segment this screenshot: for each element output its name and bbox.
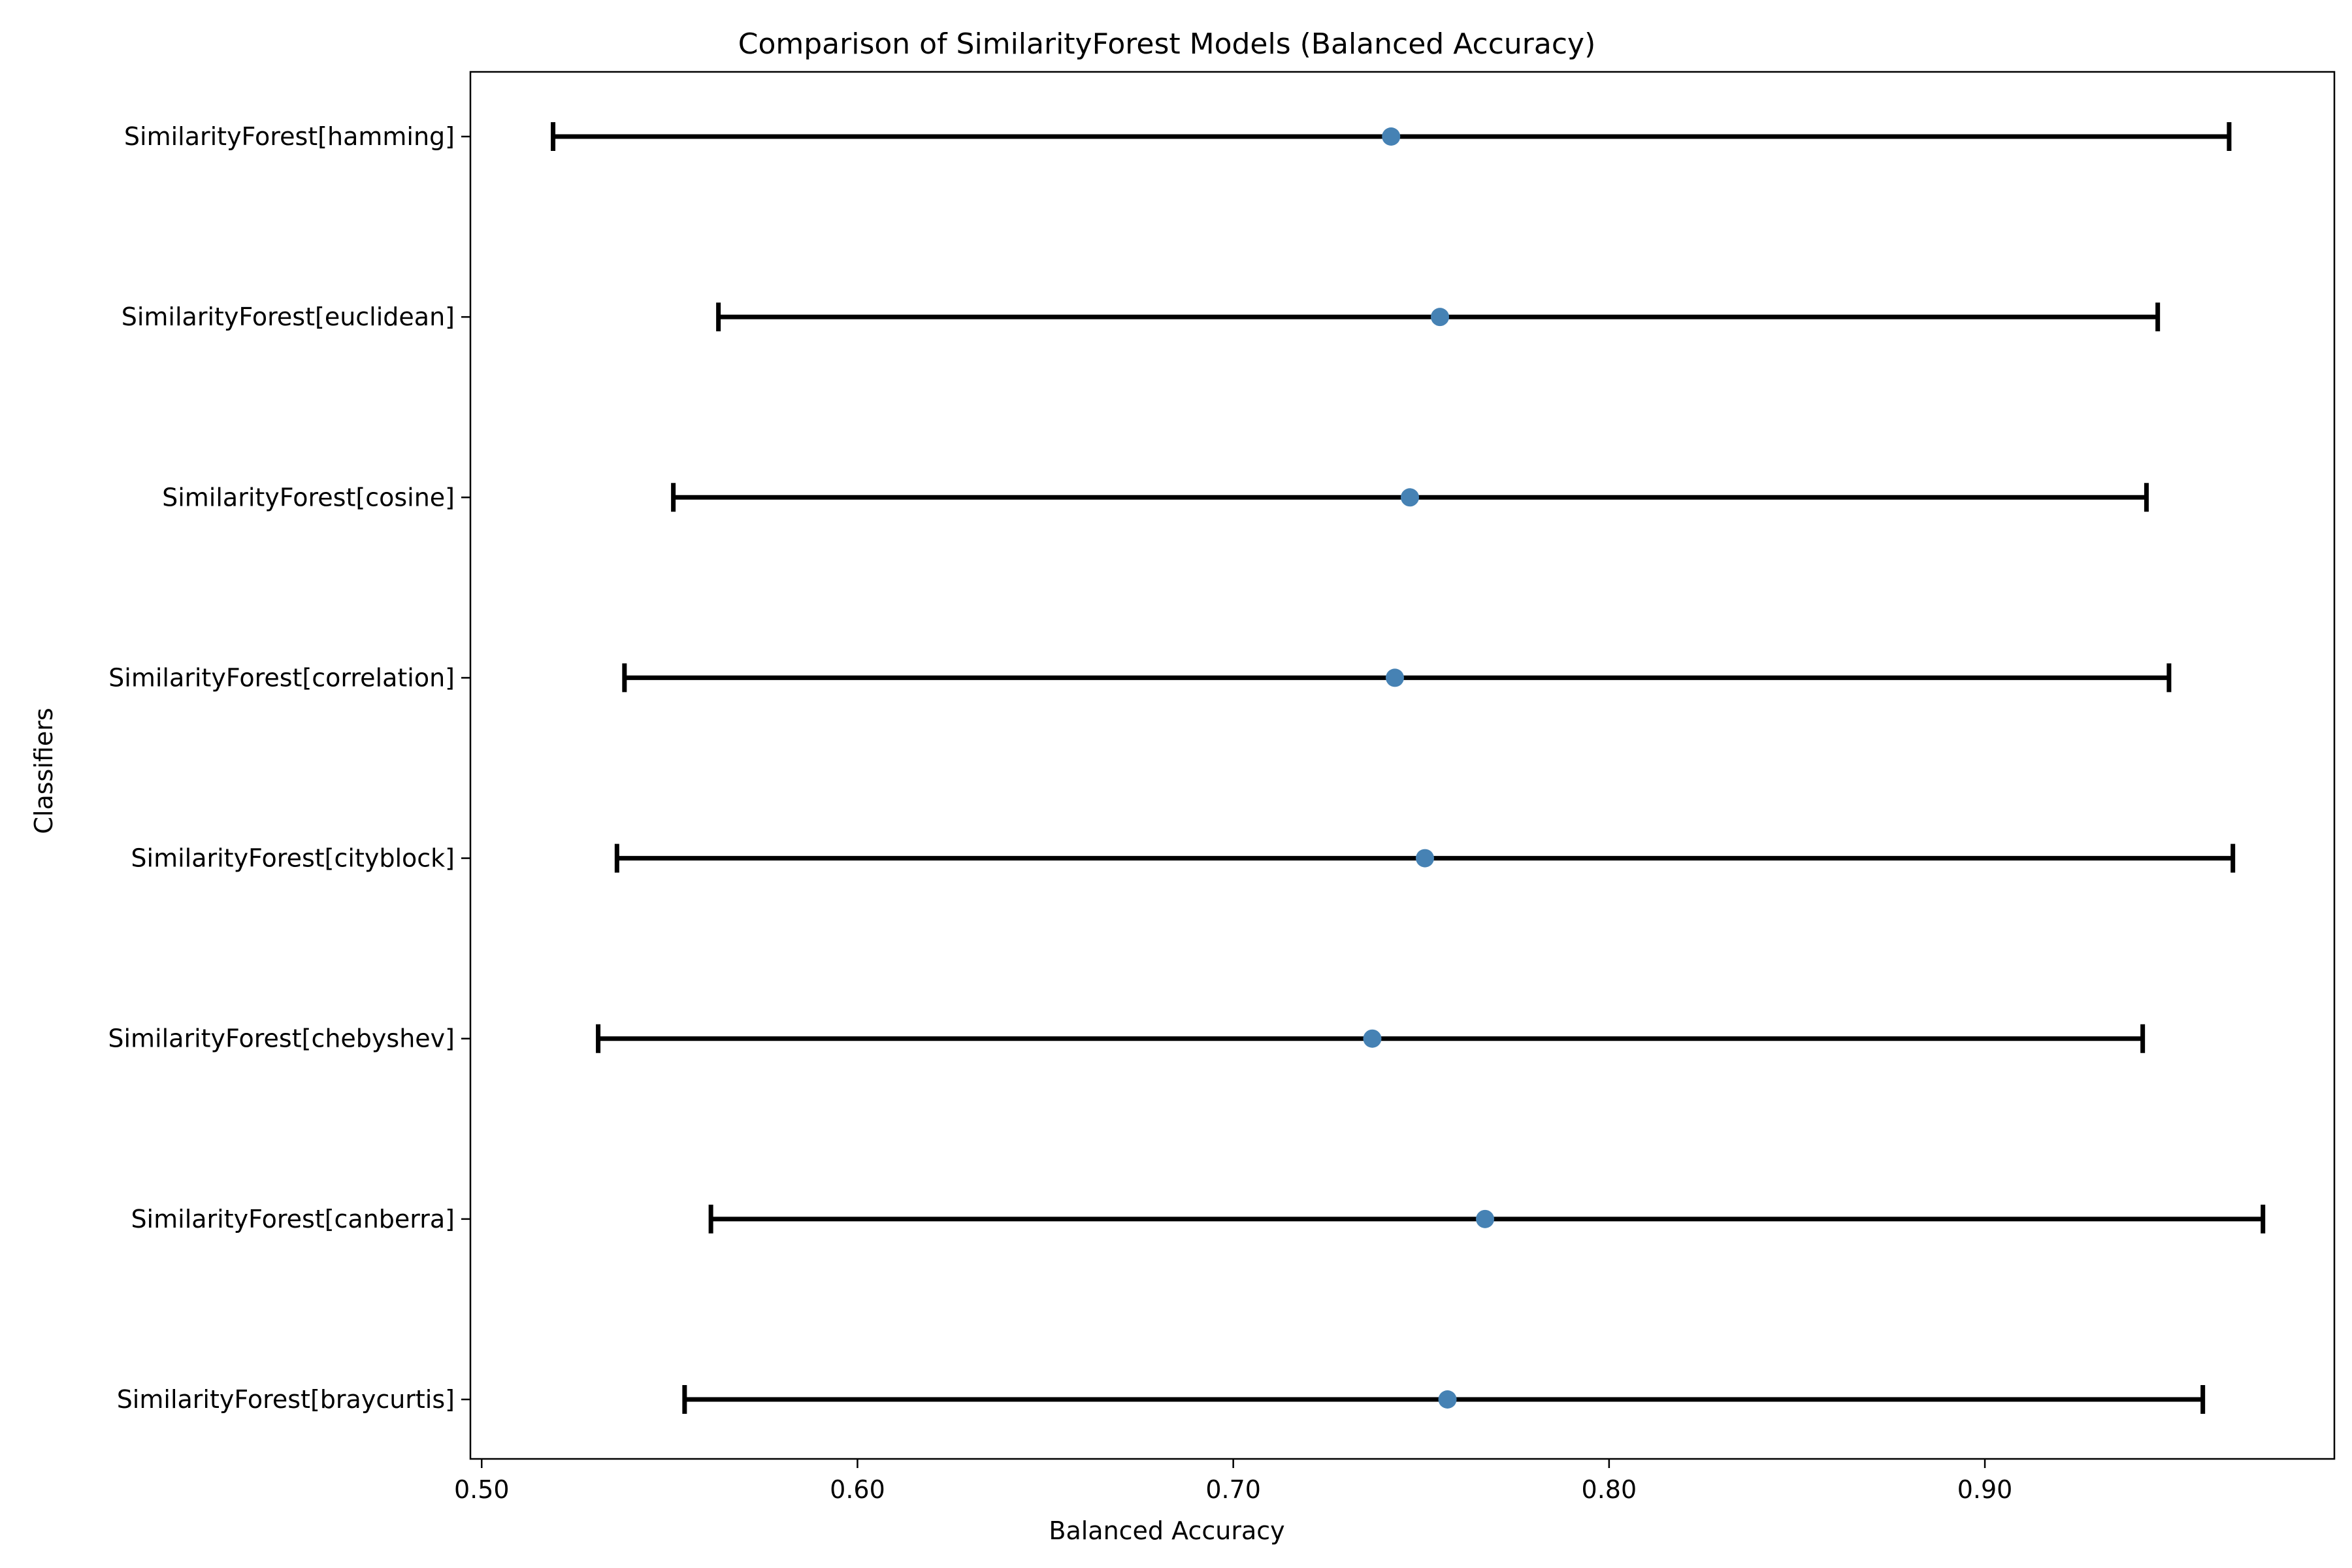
y-axis-label: Classifiers (29, 708, 58, 834)
data-point (1438, 1390, 1457, 1409)
axes-frame (469, 71, 2336, 1460)
data-point (1382, 127, 1401, 146)
x-tick-label: 0.80 (1582, 1475, 1637, 1504)
x-tick-label: 0.90 (1957, 1475, 2013, 1504)
data-point (1476, 1209, 1495, 1228)
x-tick-label: 0.50 (454, 1475, 510, 1504)
y-tick-label: SimilarityForest[canberra] (131, 1205, 455, 1233)
data-point (1363, 1029, 1382, 1048)
data-point (1401, 488, 1420, 507)
data-point (1385, 668, 1404, 687)
data-point (1416, 849, 1435, 868)
y-tick-label: SimilarityForest[cityblock] (131, 844, 455, 873)
x-axis-label: Balanced Accuracy (1049, 1516, 1284, 1545)
plot-area: 0.50 0.60 0.70 0.80 0.90 SimilarityForest[ham… (108, 122, 2266, 1504)
y-tick-label: SimilarityForest[hamming] (124, 122, 455, 151)
y-tick-label: SimilarityForest[cosine] (162, 483, 455, 512)
y-tick-label: SimilarityForest[correlation] (108, 663, 455, 692)
chart-title: Comparison of SimilarityForest Models (B… (738, 27, 1596, 61)
x-tick-label: 0.60 (830, 1475, 885, 1504)
x-tick-label: 0.70 (1205, 1475, 1261, 1504)
y-tick-label: SimilarityForest[euclidean] (122, 302, 455, 331)
y-tick-label: SimilarityForest[braycurtis] (117, 1385, 455, 1414)
data-point (1431, 308, 1450, 327)
y-tick-label: SimilarityForest[chebyshev] (108, 1024, 455, 1053)
